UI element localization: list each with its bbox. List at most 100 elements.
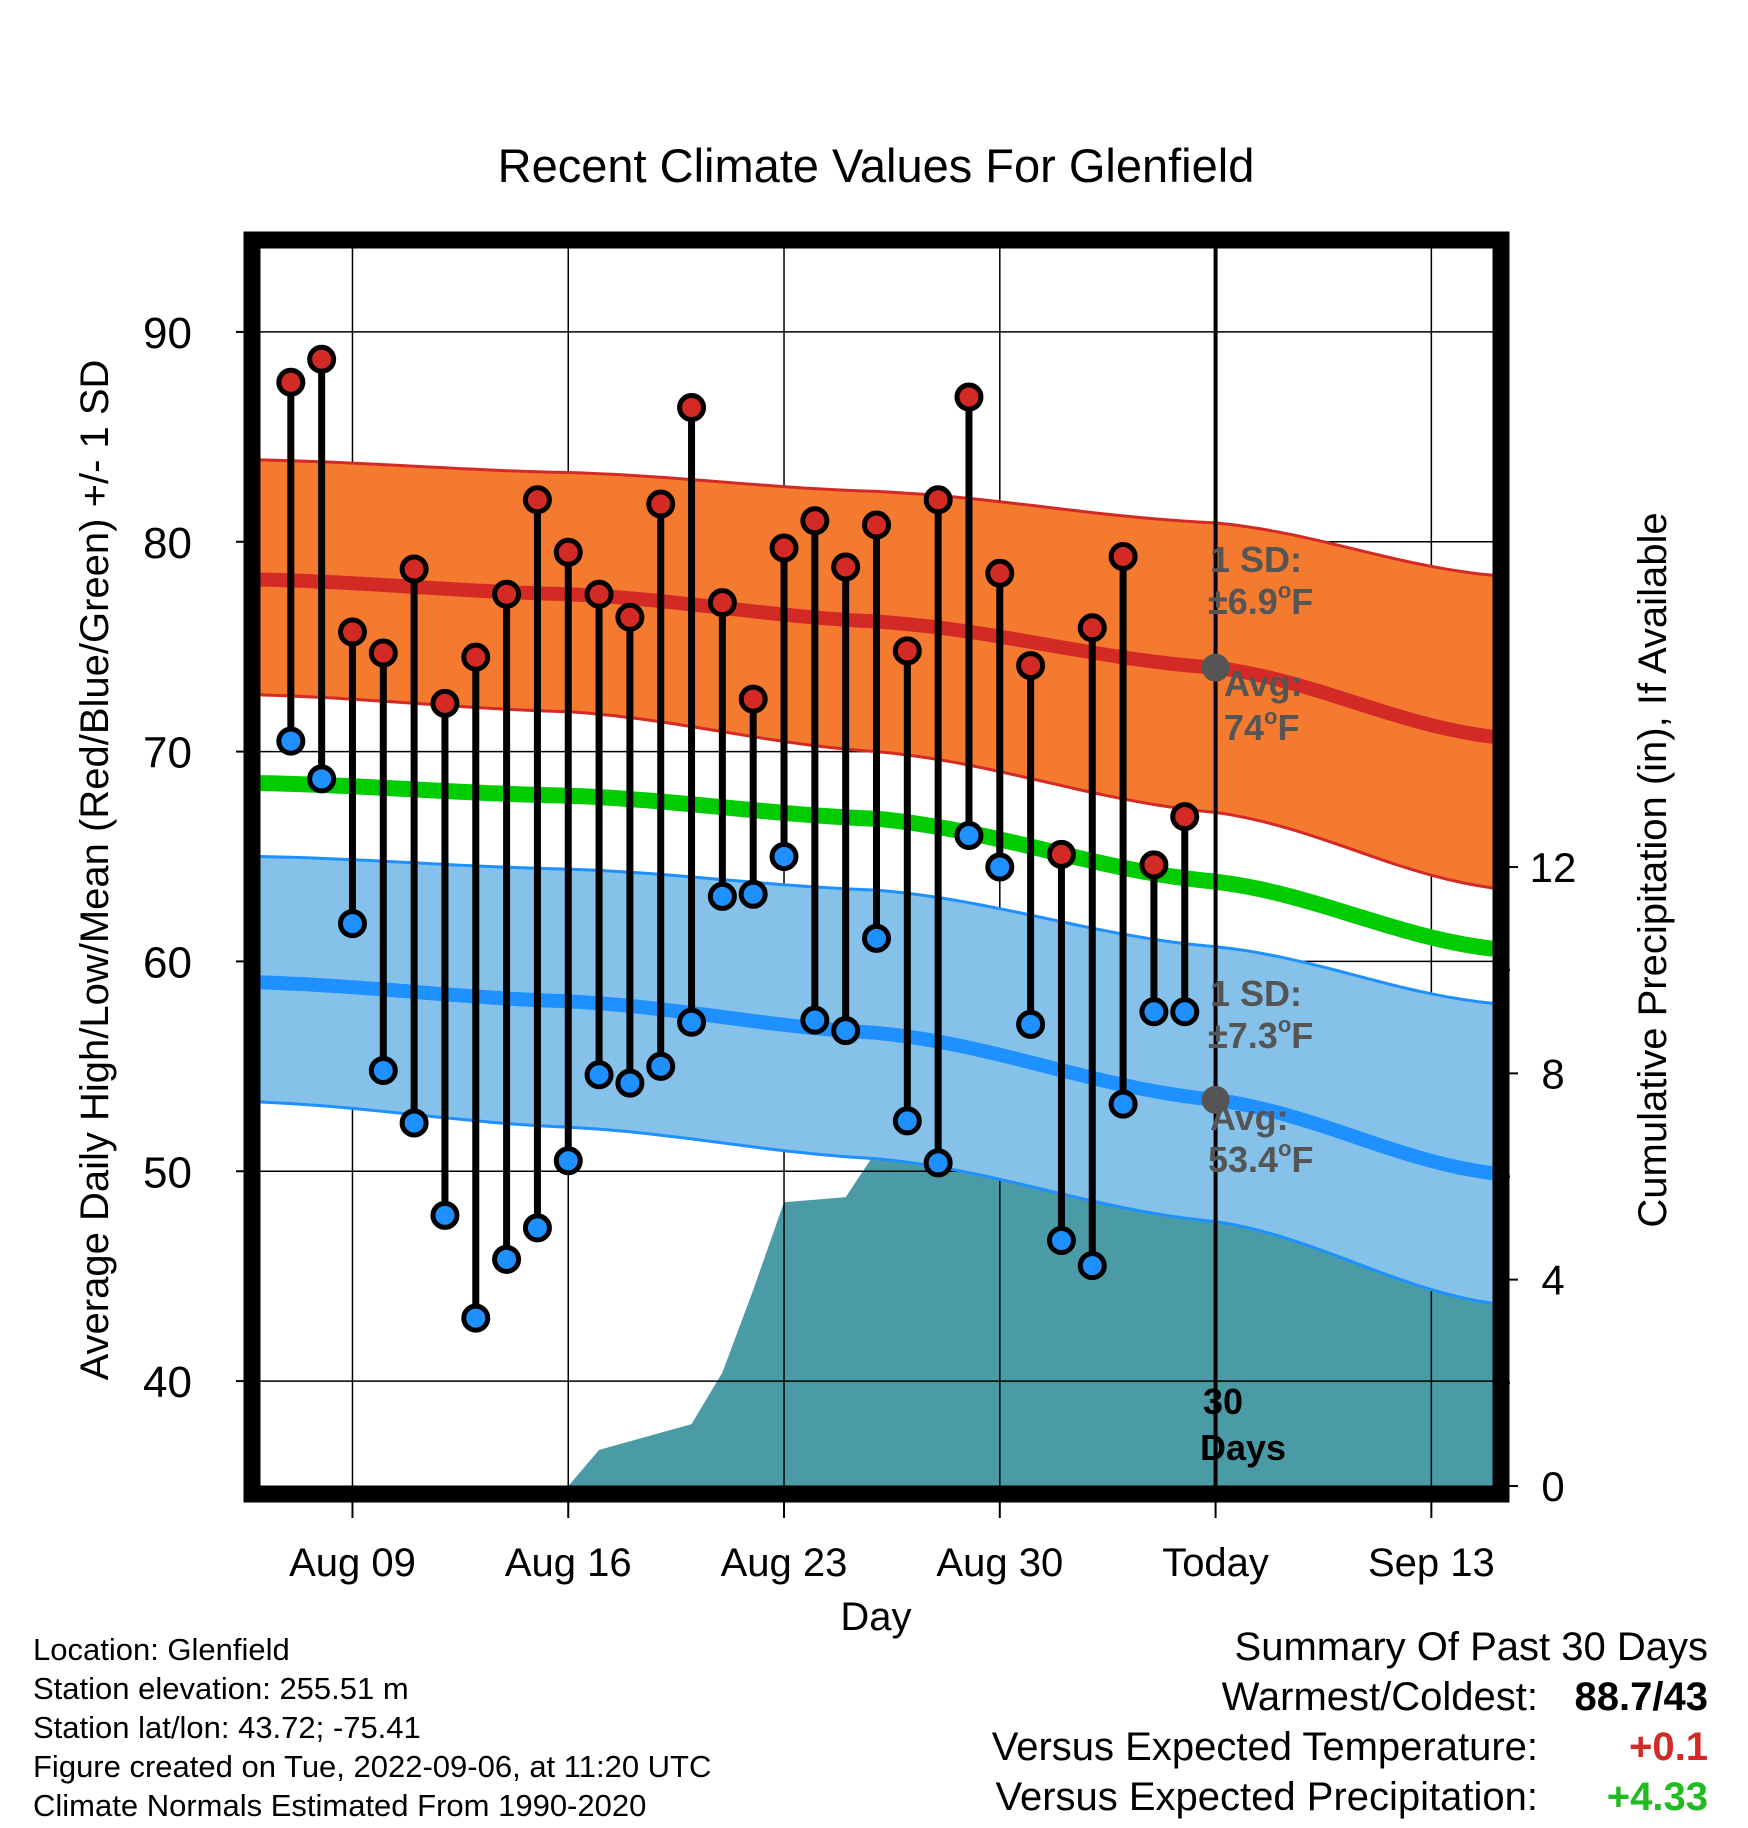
y-tick-label: 90 <box>143 309 192 358</box>
station-info: Location: Glenfield Station elevation: 2… <box>33 1630 711 1825</box>
high-avg-value: 74oF <box>1224 704 1300 748</box>
y-tick-label: 60 <box>143 938 192 987</box>
low-band-lower-edge <box>260 1100 1493 1305</box>
daily-low-point <box>707 881 737 911</box>
summary-temp: Versus Expected Temperature: +0.1 <box>992 1722 1708 1772</box>
y2-axis-label: Cumulative Precipitation (in), If Availa… <box>1631 512 1675 1227</box>
daily-low-point <box>1016 1009 1046 1039</box>
x-tick-label: Aug 30 <box>936 1541 1063 1585</box>
high-avg-title: Avg: <box>1224 663 1303 704</box>
y-tick-label: 40 <box>143 1358 192 1407</box>
daily-high-point <box>892 636 922 666</box>
daily-low-point <box>769 842 799 872</box>
daily-low-point <box>800 1005 830 1035</box>
daily-high-point <box>492 579 522 609</box>
temp-label: Versus Expected Temperature: <box>991 1725 1538 1769</box>
daily-low-point <box>492 1244 522 1274</box>
y-tick-label: 70 <box>143 729 192 778</box>
daily-low-point <box>430 1200 460 1230</box>
elevation-text: Station elevation: 255.51 m <box>33 1671 409 1706</box>
high-band-upper-edge <box>260 458 1493 577</box>
daily-low-point <box>615 1068 645 1098</box>
summary-precip: Versus Expected Precipitation: +4.33 <box>992 1772 1708 1822</box>
daily-low-point <box>831 1016 861 1046</box>
daily-low-point <box>522 1213 552 1243</box>
daily-high-point <box>368 638 398 668</box>
x-tick-label: Aug 09 <box>289 1541 416 1585</box>
daily-low-point <box>738 879 768 909</box>
daily-high-point <box>1046 839 1076 869</box>
daily-low-point <box>954 821 984 851</box>
y2-axis-ticks: 0 4 8 12 <box>1501 844 1576 1510</box>
x-axis-label: Day <box>840 1595 911 1639</box>
x-tick-label: Aug 23 <box>721 1541 848 1585</box>
daily-low-point <box>677 1007 707 1037</box>
daily-high-point <box>769 533 799 563</box>
y-tick-label: 80 <box>143 519 192 568</box>
daily-high-point <box>430 688 460 718</box>
low-avg-title: Avg: <box>1210 1097 1289 1138</box>
daily-temperature-marks <box>276 344 1200 1333</box>
daily-low-point <box>368 1056 398 1086</box>
daily-high-point <box>553 537 583 567</box>
daily-high-point <box>337 617 367 647</box>
daily-low-point <box>1108 1089 1138 1119</box>
summary-warmest: Warmest/Coldest: 88.7/43 <box>992 1672 1708 1722</box>
y-tick-label: 50 <box>143 1148 192 1197</box>
daily-high-point <box>522 485 552 515</box>
y2-tick-label: 0 <box>1541 1463 1564 1510</box>
precip-label: Versus Expected Precipitation: <box>995 1775 1538 1819</box>
daily-low-point <box>584 1060 614 1090</box>
daily-high-point <box>677 392 707 422</box>
daily-high-point <box>1108 541 1138 571</box>
daily-high-point <box>1016 651 1046 681</box>
daily-high-point <box>646 489 676 519</box>
temp-value: +0.1 <box>1629 1725 1708 1769</box>
daily-high-point <box>276 367 306 397</box>
daily-low-point <box>1077 1251 1107 1281</box>
location-text: Location: Glenfield <box>33 1632 290 1667</box>
summary-panel: Summary Of Past 30 Days Warmest/Coldest:… <box>992 1622 1708 1822</box>
daily-low-point <box>307 764 337 794</box>
today-high-avg-marker <box>1201 653 1230 682</box>
daily-high-point <box>800 506 830 536</box>
days-number: 30 <box>1203 1381 1243 1422</box>
x-tick-label: Aug 16 <box>505 1541 632 1585</box>
daily-high-point <box>615 602 645 632</box>
daily-low-point <box>1046 1225 1076 1255</box>
daily-high-point <box>1170 802 1200 832</box>
low-sd-value: ±7.3oF <box>1208 1012 1313 1056</box>
daily-low-point <box>862 923 891 953</box>
y2-tick-label: 4 <box>1541 1257 1564 1304</box>
daily-high-point <box>985 558 1015 588</box>
precip-value: +4.33 <box>1606 1775 1708 1819</box>
today-low-avg-marker <box>1201 1085 1230 1114</box>
y2-tick-label: 8 <box>1541 1050 1564 1097</box>
daily-low-point <box>399 1108 429 1138</box>
low-sd-title: 1 SD: <box>1210 973 1302 1014</box>
warmest-value: 88.7/43 <box>1574 1675 1708 1719</box>
warmest-label: Warmest/Coldest: <box>1221 1675 1538 1719</box>
daily-high-point <box>307 344 337 374</box>
daily-low-point <box>276 726 306 756</box>
high-sd-title: 1 SD: <box>1210 539 1302 580</box>
summary-title: Summary Of Past 30 Days <box>1234 1625 1708 1669</box>
x-tick-label: Sep 13 <box>1368 1541 1495 1585</box>
daily-low-point <box>646 1051 676 1081</box>
latlon-text: Station lat/lon: 43.72; -75.41 <box>33 1710 421 1745</box>
daily-high-point <box>1139 850 1169 880</box>
normal-low-line <box>260 975 1493 1181</box>
days-word: Days <box>1200 1427 1286 1468</box>
x-tick-label: Today <box>1162 1541 1269 1585</box>
daily-low-point <box>985 852 1015 882</box>
daily-low-point <box>553 1146 583 1176</box>
chart-title: Recent Climate Values For Glenfield <box>498 139 1255 192</box>
y2-tick-label: 12 <box>1530 844 1577 891</box>
daily-high-point <box>862 510 891 540</box>
daily-low-point <box>923 1148 953 1178</box>
y-axis-ticks: 40 50 60 70 80 90 <box>143 309 252 1407</box>
normals-text: Climate Normals Estimated From 1990-2020 <box>33 1788 647 1823</box>
low-avg-value: 53.4oF <box>1208 1136 1314 1180</box>
daily-high-point <box>954 382 984 412</box>
